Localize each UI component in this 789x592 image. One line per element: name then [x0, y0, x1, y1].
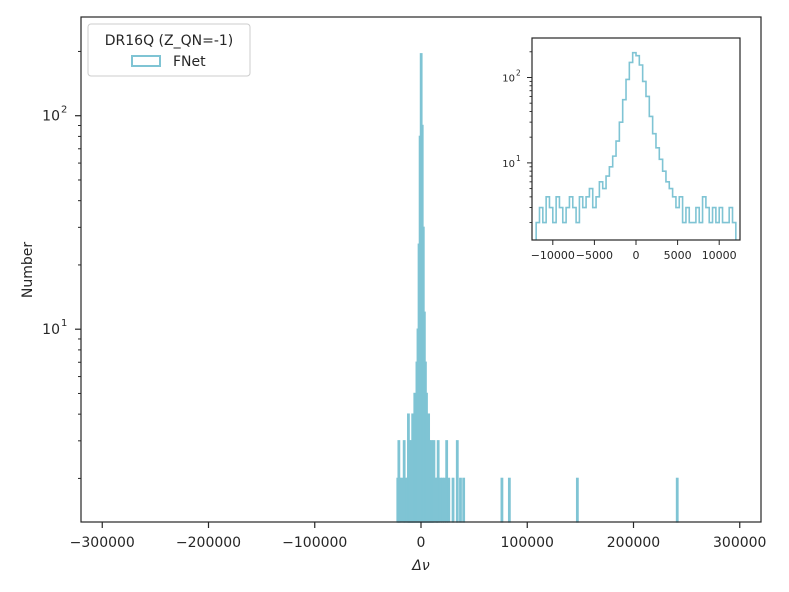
- inset-y-tick-exponent: 2: [516, 68, 521, 77]
- x-tick-label: 0: [417, 535, 426, 551]
- legend-entry-label: FNet: [173, 54, 206, 70]
- inset-x-ticks: −10000 −5000 0 5000 10000: [531, 240, 737, 262]
- histogram-bar: [441, 477, 444, 523]
- histogram-bar: [462, 477, 466, 523]
- x-axis-label: Δν: [411, 558, 430, 574]
- histogram-bar: [443, 477, 446, 523]
- histogram-bar: [400, 477, 404, 523]
- inset-x-tick-label: 10000: [702, 249, 737, 262]
- histogram-bar: [403, 477, 407, 523]
- inset-x-tick-label: −10000: [531, 249, 575, 262]
- histogram-bar: [436, 440, 440, 523]
- histogram-bar: [451, 477, 455, 523]
- legend-box: [87, 23, 251, 77]
- legend: DR16Q (Z_QN=-1) FNet: [87, 23, 251, 77]
- inset-y-tick-label: 10: [502, 73, 515, 84]
- y-tick-exponent: 1: [61, 318, 67, 329]
- histogram-bar: [459, 477, 462, 523]
- x-tick-label: 100000: [501, 535, 554, 551]
- y-tick-label: 10: [42, 109, 60, 125]
- inset-x-tick-label: 0: [633, 249, 640, 262]
- histogram-bar: [575, 477, 579, 523]
- inset-x-tick-label: −5000: [576, 249, 613, 262]
- inset-histogram-step: [535, 51, 737, 240]
- x-tick-label: −100000: [282, 535, 347, 551]
- histogram-bar: [507, 477, 511, 523]
- histogram-bar: [438, 477, 442, 523]
- inset-y-tick-exponent: 1: [516, 154, 521, 163]
- x-tick-label: −300000: [70, 535, 135, 551]
- histogram-bar: [447, 477, 451, 523]
- histogram-bar: [398, 477, 402, 523]
- legend-title: DR16Q (Z_QN=-1): [105, 33, 234, 49]
- y-axis-label: Number: [20, 242, 36, 298]
- inset-y-tick-label: 10: [502, 159, 515, 170]
- histogram-bar: [500, 477, 504, 523]
- y-tick-label: 10: [42, 322, 60, 338]
- x-tick-label: −200000: [176, 535, 241, 551]
- y-tick-exponent: 2: [61, 105, 67, 116]
- x-tick-label: 300000: [713, 535, 766, 551]
- main-plot: −300000 −200000 −100000 0 100000 200000 300000…: [20, 16, 766, 574]
- histogram-bar: [455, 440, 459, 523]
- legend-swatch: [131, 55, 161, 67]
- histogram-bar: [445, 440, 449, 523]
- histogram-bar: [432, 440, 436, 523]
- inset-x-tick-label: 5000: [664, 249, 692, 262]
- x-tick-label: 200000: [607, 535, 660, 551]
- histogram-bar: [675, 477, 679, 523]
- main-x-ticks: −300000 −200000 −100000 0 100000 200000 300000: [70, 522, 766, 551]
